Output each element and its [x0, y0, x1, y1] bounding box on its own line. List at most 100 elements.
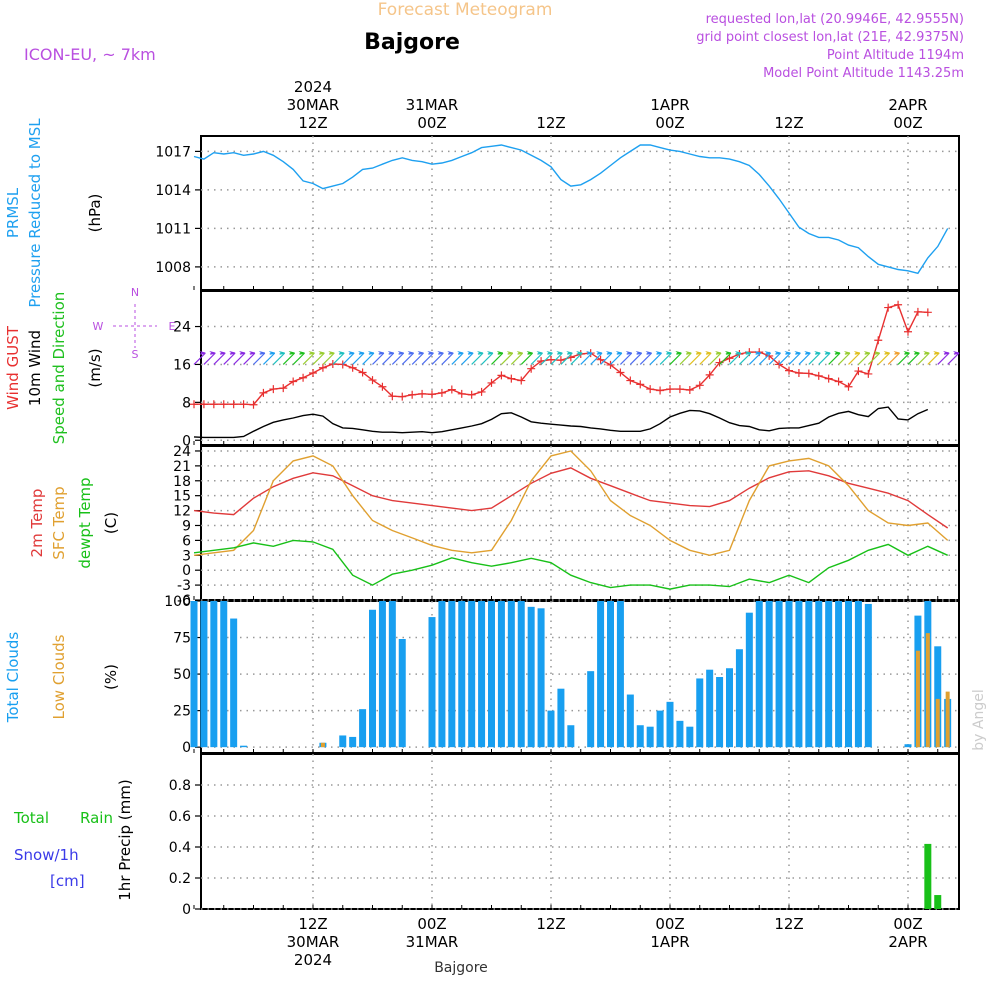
- bar: [775, 601, 783, 748]
- bar: [557, 688, 565, 748]
- bar: [755, 601, 763, 748]
- bar: [696, 678, 704, 748]
- bar: [349, 736, 357, 748]
- wind-arrow: [520, 352, 533, 365]
- wind-arrow: [262, 352, 276, 365]
- gust-point: [437, 388, 446, 397]
- wind-arrow: [887, 352, 900, 365]
- y-tick-label: 0: [182, 902, 191, 918]
- bar: [864, 603, 872, 748]
- wind-arrow: [877, 352, 890, 365]
- wind-arrow-head: [288, 351, 295, 355]
- gust-point: [685, 386, 694, 395]
- top-time-label: 00Z: [893, 114, 922, 132]
- bar: [656, 710, 664, 748]
- bar: [646, 726, 654, 748]
- wind-arrow-head: [724, 351, 732, 355]
- gust-point: [527, 364, 536, 373]
- series-line-prmsl: [193, 144, 949, 275]
- bar: [676, 720, 684, 748]
- gust-point: [348, 363, 357, 372]
- bar: [537, 608, 545, 748]
- bar: [716, 677, 724, 748]
- bottom-time-label: 00Z: [417, 915, 446, 933]
- y-tick-label: 16: [173, 357, 191, 373]
- bar: [507, 601, 515, 748]
- gust-point: [824, 374, 833, 383]
- gust-point: [358, 368, 367, 377]
- bar: [220, 601, 228, 748]
- y-tick-label: 25: [173, 704, 191, 720]
- wind-arrow-head: [566, 351, 573, 355]
- requested-lonlat: requested lon,lat (20.9946E, 42.9555N): [706, 12, 964, 27]
- bar: [805, 601, 813, 748]
- precip-legend-label: Total: [13, 809, 49, 827]
- gust-point: [299, 373, 308, 382]
- point-altitude: Point Altitude 1194m: [827, 48, 964, 63]
- y-tick-label: 1017: [155, 144, 191, 160]
- wind-arrow: [500, 352, 514, 365]
- wind-arrow-head: [615, 351, 622, 355]
- bottom-time-label: 00Z: [893, 915, 922, 933]
- wind-arrow-head: [199, 351, 206, 355]
- wind-arrow: [788, 352, 801, 365]
- wind-arrow: [848, 352, 861, 365]
- wind-arrow-head: [675, 351, 682, 355]
- gust-point: [785, 366, 793, 375]
- wind-arrow-head: [774, 351, 781, 355]
- y-tick-label: 0: [182, 433, 191, 449]
- wind-arrow: [282, 352, 295, 365]
- gust-point: [705, 370, 714, 379]
- wind-arrow-head: [258, 351, 265, 355]
- bottom-time-label: 30MAR: [287, 933, 340, 951]
- wind-arrow: [272, 352, 286, 365]
- series-line-2m-temp: [193, 467, 949, 529]
- bar: [567, 725, 575, 748]
- wind-arrow: [203, 352, 216, 365]
- wind-arrow-head: [516, 351, 523, 355]
- gust-point: [487, 378, 496, 387]
- wind-arrow-head: [695, 351, 702, 355]
- wind-arrow-head: [338, 351, 345, 355]
- bar: [726, 668, 733, 748]
- wind-arrow: [253, 352, 266, 365]
- bar: [200, 601, 208, 748]
- bar: [320, 742, 325, 748]
- y-tick-label: 0.6: [169, 809, 191, 825]
- y-axis-label: 2m Temp: [28, 489, 46, 558]
- y-tick-label: 0: [182, 740, 191, 756]
- wind-arrow-head: [625, 351, 632, 355]
- compass-letter: S: [132, 348, 139, 361]
- y-tick-label: 3: [182, 548, 191, 564]
- bar: [190, 601, 198, 748]
- wind-arrow-head: [596, 351, 603, 355]
- wind-arrow-head: [605, 351, 613, 355]
- product-title: Forecast Meteogram: [378, 0, 553, 20]
- y-axis-label: (C): [102, 512, 120, 534]
- gust-point: [269, 385, 278, 394]
- wind-arrow-head: [427, 351, 434, 355]
- wind-arrow: [649, 352, 662, 365]
- wind-arrow: [679, 352, 692, 365]
- y-axis-label: 10m Wind: [26, 330, 44, 406]
- wind-arrow: [481, 352, 494, 365]
- wind-arrow-head: [278, 351, 285, 355]
- bottom-time-label: 1APR: [650, 933, 689, 951]
- wind-arrow: [729, 352, 742, 365]
- wind-arrow-head: [308, 351, 315, 355]
- wind-arrow: [808, 352, 821, 365]
- y-axis-label: Speed and Direction: [50, 292, 68, 445]
- compass-cross: [113, 304, 157, 348]
- bar: [904, 744, 912, 748]
- wind-arrow: [411, 352, 424, 365]
- wind-arrow-head: [576, 351, 583, 355]
- bottom-time-label: 12Z: [774, 915, 803, 933]
- wind-arrow: [292, 352, 305, 365]
- bar: [924, 843, 932, 909]
- wind-arrow: [510, 352, 524, 365]
- wind-arrow-head: [209, 351, 216, 355]
- bar: [597, 601, 605, 748]
- wind-arrow-head: [397, 351, 404, 355]
- wind-arrow: [600, 352, 613, 365]
- y-tick-label: 0.4: [169, 840, 191, 856]
